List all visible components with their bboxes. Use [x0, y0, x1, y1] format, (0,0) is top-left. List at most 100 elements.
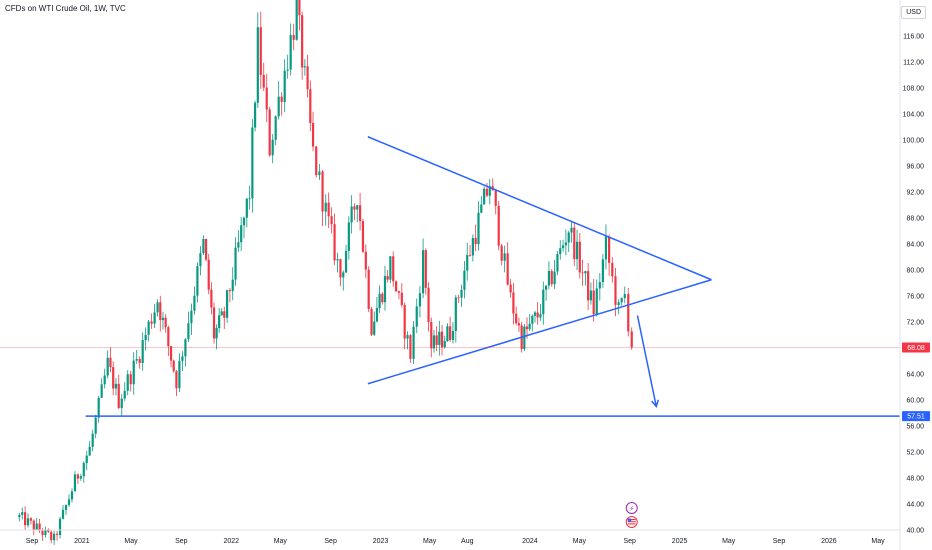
candle-body: [448, 326, 452, 340]
candle-body: [570, 227, 573, 233]
candle-body: [187, 323, 190, 340]
candle-body: [29, 518, 33, 521]
candle-body: [556, 254, 559, 272]
candle-body: [550, 270, 553, 285]
candle-body: [630, 331, 633, 348]
candle-body: [578, 241, 581, 273]
time-tick-label: 2022: [223, 538, 239, 545]
candle-body: [172, 360, 175, 372]
candle-body: [330, 216, 333, 225]
candle-body: [564, 242, 568, 246]
candle-body: [525, 326, 529, 330]
currency-button[interactable]: USD: [901, 6, 926, 19]
candle-body: [595, 288, 598, 315]
candle-body: [181, 356, 184, 361]
candle-body: [533, 312, 537, 316]
candle-body: [76, 474, 79, 479]
candle-body: [432, 335, 436, 349]
candle-body: [248, 198, 251, 200]
candle-body: [301, 15, 304, 68]
time-tick-label: Sep: [26, 538, 39, 545]
candle-body: [598, 282, 601, 289]
candle-body: [50, 531, 53, 541]
candle-body: [463, 270, 466, 290]
candle-body: [494, 190, 497, 206]
candle-body: [52, 533, 56, 541]
candle-body: [321, 171, 324, 212]
chart-title: CFDs on WTI Crude Oil, 1W, TVC: [5, 4, 126, 13]
candle-body: [67, 499, 71, 506]
candle-body: [561, 245, 565, 249]
candle-body: [315, 146, 318, 176]
candle-body: [21, 512, 24, 515]
candle-body: [589, 290, 593, 301]
candle-body: [94, 417, 97, 434]
candle-body: [64, 505, 68, 510]
candle-body: [373, 321, 376, 335]
candle-body: [438, 331, 441, 345]
candle-body: [309, 89, 312, 124]
candle-body: [228, 290, 232, 292]
time-tick-label: Sep: [324, 538, 337, 545]
candle-body: [412, 326, 415, 359]
candle-body: [112, 367, 115, 389]
time-tick-label: May: [124, 538, 138, 545]
lower-triangle-line[interactable]: [367, 279, 712, 385]
candle-body: [292, 35, 295, 40]
candle-body: [47, 529, 50, 532]
candle-body: [559, 248, 562, 255]
candle-body: [620, 298, 623, 303]
price-tick-label: 100.00: [903, 138, 925, 145]
candle-body: [336, 259, 339, 261]
down-arrow[interactable]: [636, 315, 658, 407]
candle-body: [545, 285, 548, 290]
price-tick-label: 52.00: [906, 450, 924, 457]
events[interactable]: ⚡: [625, 502, 638, 528]
drawings[interactable]: [0, 136, 900, 417]
candle-body: [512, 292, 515, 314]
candle-body: [339, 259, 342, 278]
candle-body: [611, 262, 614, 277]
price-tick-label: 40.00: [906, 528, 924, 535]
candle-body: [614, 276, 617, 305]
candle-body: [18, 514, 21, 517]
price-tick-label: 116.00: [903, 34, 924, 41]
candle-body: [536, 312, 539, 318]
price-tick-label: 56.00: [906, 424, 924, 431]
candle-body: [26, 518, 30, 526]
candle-body: [592, 290, 595, 315]
price-axis[interactable]: 40.0044.0048.0052.0056.0060.0064.0068.00…: [899, 0, 930, 550]
time-tick-label: Sep: [175, 538, 188, 545]
candle-body: [539, 314, 542, 318]
candle-body: [342, 272, 345, 278]
upper-triangle-line[interactable]: [367, 136, 712, 281]
candle-body: [35, 523, 38, 530]
candle-body: [443, 341, 446, 348]
candle-body: [370, 308, 373, 335]
candle-body: [126, 374, 129, 391]
candle-body: [295, 0, 298, 40]
candle-body: [584, 271, 587, 274]
candle-body: [159, 302, 162, 320]
time-tick-label: 2021: [74, 538, 90, 545]
candle-body: [488, 186, 491, 196]
candle-body: [106, 357, 109, 376]
lightning-icon[interactable]: [625, 502, 638, 514]
candle-body: [150, 321, 153, 324]
candle-body: [503, 253, 506, 261]
candle-body: [202, 238, 205, 254]
price-tick-label: 84.00: [906, 242, 924, 249]
candle-body: [604, 236, 608, 260]
candle-body: [306, 66, 309, 90]
support-price-label: 57.51: [907, 414, 925, 421]
candle-body: [225, 290, 229, 318]
last-price-label: 68.08: [907, 345, 925, 352]
price-tick-label: 60.00: [906, 398, 924, 405]
candle-body: [553, 271, 556, 285]
down-arrow-head: [651, 399, 660, 409]
time-axis[interactable]: Sep 2021 May Sep 2022 May Sep 2023 May Aug 2024 May…: [0, 529, 900, 545]
price-tick-label: 80.00: [906, 268, 924, 275]
candle-body: [311, 123, 315, 147]
candle-body: [608, 236, 611, 263]
